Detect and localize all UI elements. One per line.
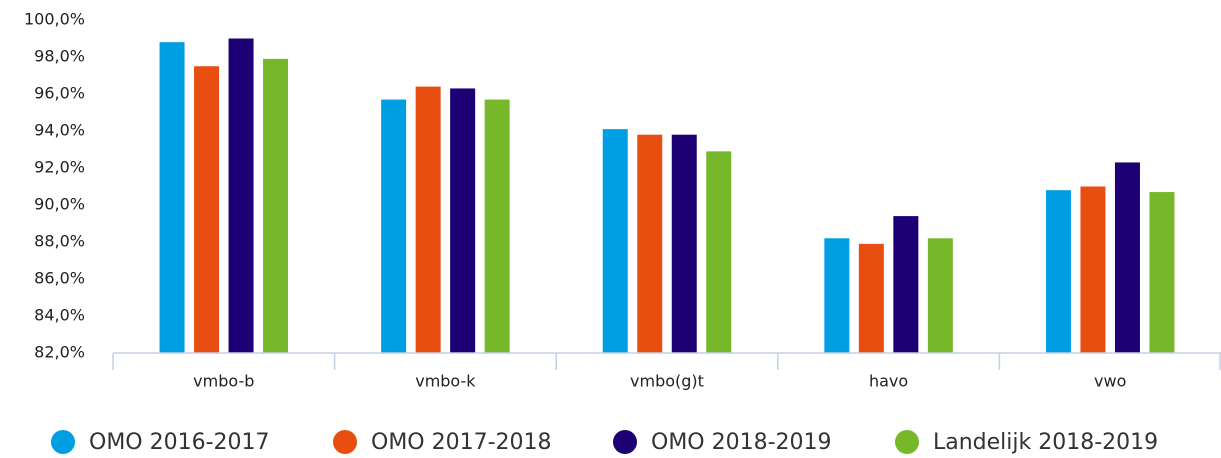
legend-swatch [895, 430, 919, 454]
y-tick-label: 98,0% [34, 47, 85, 66]
x-tick-label: vmbo(g)t [630, 372, 704, 391]
x-tick-label: vwo [1094, 372, 1126, 391]
bar [484, 99, 510, 353]
bar [927, 238, 953, 353]
bar [415, 86, 441, 353]
legend-label: OMO 2018-2019 [651, 430, 832, 455]
bar [671, 134, 697, 353]
bar [824, 238, 850, 353]
legend-swatch [51, 430, 75, 454]
bar [1149, 192, 1175, 353]
x-tick-label: vmbo-k [415, 372, 476, 391]
y-tick-label: 82,0% [34, 343, 85, 362]
bar [1114, 162, 1140, 353]
legend-label: OMO 2017-2018 [371, 430, 552, 455]
bar [228, 38, 254, 353]
y-tick-label: 88,0% [34, 232, 85, 251]
bar [602, 129, 628, 353]
x-tick-label: vmbo-b [193, 372, 254, 391]
y-tick-label: 92,0% [34, 158, 85, 177]
y-tick-label: 86,0% [34, 269, 85, 288]
bar [450, 88, 476, 353]
y-tick-label: 100,0% [24, 10, 85, 29]
bar [263, 58, 289, 353]
bar [1080, 186, 1106, 353]
bar [637, 134, 663, 353]
y-tick-label: 84,0% [34, 306, 85, 325]
bar [194, 66, 220, 353]
bar [706, 151, 732, 353]
bar [159, 42, 185, 353]
legend-swatch [613, 430, 637, 454]
y-tick-label: 94,0% [34, 121, 85, 140]
y-tick-label: 96,0% [34, 84, 85, 103]
bar [1045, 190, 1071, 353]
x-tick-label: havo [869, 372, 908, 391]
legend-label: OMO 2016-2017 [89, 430, 270, 455]
bar [893, 216, 919, 353]
legend-swatch [333, 430, 357, 454]
legend-label: Landelijk 2018-2019 [933, 430, 1158, 455]
bar [858, 243, 884, 353]
y-tick-label: 90,0% [34, 195, 85, 214]
bar [381, 99, 407, 353]
